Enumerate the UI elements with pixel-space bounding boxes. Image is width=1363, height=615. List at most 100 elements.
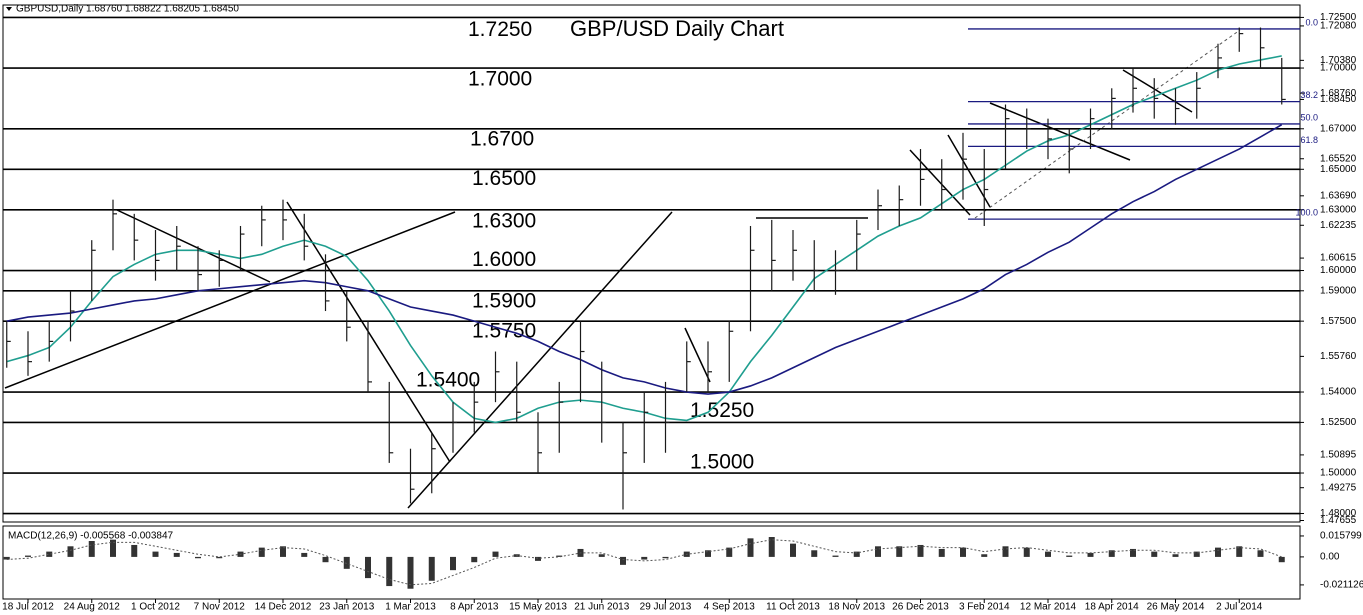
x-tick-label: 21 Jun 2013: [574, 602, 629, 613]
macd-bar: [981, 554, 988, 557]
macd-bar: [556, 555, 563, 557]
macd-bar: [1108, 550, 1115, 557]
x-tick-label: 11 Oct 2013: [766, 602, 820, 613]
trendline: [407, 211, 673, 509]
y-tick-label: 1.59000: [1320, 285, 1357, 296]
y-tick-label: 1.49275: [1320, 482, 1357, 493]
level-label: 1.5000: [690, 451, 754, 474]
x-tick-label: 18 Nov 2013: [828, 602, 885, 613]
macd-bar: [938, 548, 945, 557]
macd-bar: [1023, 547, 1030, 557]
y-tick-label: 1.67000: [1320, 123, 1357, 134]
level-label: 1.5250: [690, 399, 754, 422]
macd-bar: [471, 556, 478, 563]
macd-bar: [641, 556, 648, 560]
level-label: 1.7250: [468, 18, 532, 41]
trendline: [684, 327, 711, 383]
macd-bar: [173, 552, 180, 557]
level-label: 1.5900: [472, 289, 536, 312]
y-tick-label: 1.65520: [1320, 153, 1357, 164]
trendline: [947, 134, 991, 208]
x-tick-label: 24 Aug 2012: [64, 602, 121, 613]
macd-bar: [1045, 551, 1051, 557]
y-tick-label: 1.65000: [1320, 164, 1357, 175]
macd-bar: [705, 550, 711, 557]
macd-bar: [450, 556, 456, 571]
y-tick-label: 0.015799: [1320, 531, 1362, 542]
y-tick-label: 1.50000: [1320, 468, 1357, 479]
y-tick-label: 1.60615: [1320, 253, 1357, 264]
macd-bar: [322, 556, 329, 563]
macd-bar: [407, 556, 414, 589]
macd-bar: [620, 556, 626, 565]
y-tick-label: 1.50895: [1320, 450, 1357, 461]
x-tick-label: 26 May 2014: [1147, 602, 1205, 613]
macd-bar: [535, 556, 541, 561]
x-tick-label: 15 May 2013: [509, 602, 567, 613]
y-tick-label: 1.48000: [1320, 508, 1357, 519]
macd-bar: [365, 556, 371, 579]
y-tick-label: 1.52500: [1320, 417, 1357, 428]
y-tick-label: 1.60000: [1320, 265, 1357, 276]
macd-bar: [3, 556, 10, 560]
trendline: [989, 102, 1131, 161]
macd-bar: [832, 555, 839, 557]
level-label: 1.6000: [472, 248, 536, 271]
macd-bar: [1087, 552, 1094, 557]
macd-bar: [875, 546, 881, 557]
x-tick-label: 4 Sep 2013: [704, 602, 756, 613]
macd-bar: [67, 546, 74, 557]
level-label: 1.5400: [416, 369, 480, 392]
x-tick-label: 3 Feb 2014: [959, 602, 1010, 613]
y-tick-label: 0.00: [1320, 552, 1340, 563]
macd-bar: [960, 547, 966, 557]
trendlines: [4, 29, 1241, 509]
macd-bar: [280, 546, 286, 557]
fib-label: 38.2: [1300, 90, 1318, 100]
macd-bar: [195, 556, 201, 559]
y-tick-label: 1.68450: [1320, 94, 1357, 105]
chart-header: GBPUSD,Daily 1.68760 1.68822 1.68205 1.6…: [16, 4, 239, 15]
macd-bar: [131, 544, 138, 557]
macd-bar: [152, 551, 159, 557]
macd-bar: [768, 537, 775, 557]
macd-label: MACD(12,26,9) -0.005568 -0.003847: [8, 531, 174, 542]
macd-bar: [662, 556, 669, 559]
macd-bar: [917, 544, 924, 557]
x-tick-label: 1 Oct 2012: [131, 602, 180, 613]
macd-bar: [343, 556, 350, 569]
x-tick-label: 18 Apr 2014: [1085, 602, 1139, 613]
fib-label: 100.0: [1295, 207, 1318, 217]
macd-bar: [1130, 548, 1136, 557]
price-panel-frame: [2, 4, 1301, 523]
macd-bar: [428, 556, 435, 581]
macd-bar: [811, 550, 818, 557]
macd-bar: [747, 538, 754, 557]
x-tick-label: 26 Dec 2013: [892, 602, 949, 613]
y-tick-label: 1.72500: [1320, 12, 1357, 23]
macd-bar: [1257, 550, 1264, 557]
trendline: [1122, 69, 1193, 113]
y-tick-label: 1.72080: [1320, 21, 1357, 32]
macd-signal: [6, 539, 1282, 586]
macd-bar: [896, 546, 903, 557]
y-tick-label: 1.70380: [1320, 55, 1357, 66]
level-label: 1.7000: [468, 68, 532, 91]
y-tick-label: 1.47655: [1320, 515, 1357, 526]
menu-arrow[interactable]: [6, 7, 12, 11]
x-tick-label: 2 Jul 2014: [1216, 602, 1263, 613]
trendline: [4, 211, 456, 389]
macd-bar: [492, 551, 499, 557]
y-tick-label: 1.63000: [1320, 204, 1357, 215]
macd-bar: [790, 543, 796, 557]
fib-label: 50.0: [1300, 112, 1318, 122]
macd-bar: [25, 555, 31, 557]
x-tick-label: 18 Jul 2012: [2, 602, 54, 613]
macd-panel-frame: [2, 525, 1301, 600]
chart-title: GBP/USD Daily Chart: [570, 16, 784, 41]
level-label: 1.6700: [470, 127, 534, 150]
macd-bar: [598, 554, 605, 557]
y-tick-label: 1.62235: [1320, 220, 1357, 231]
